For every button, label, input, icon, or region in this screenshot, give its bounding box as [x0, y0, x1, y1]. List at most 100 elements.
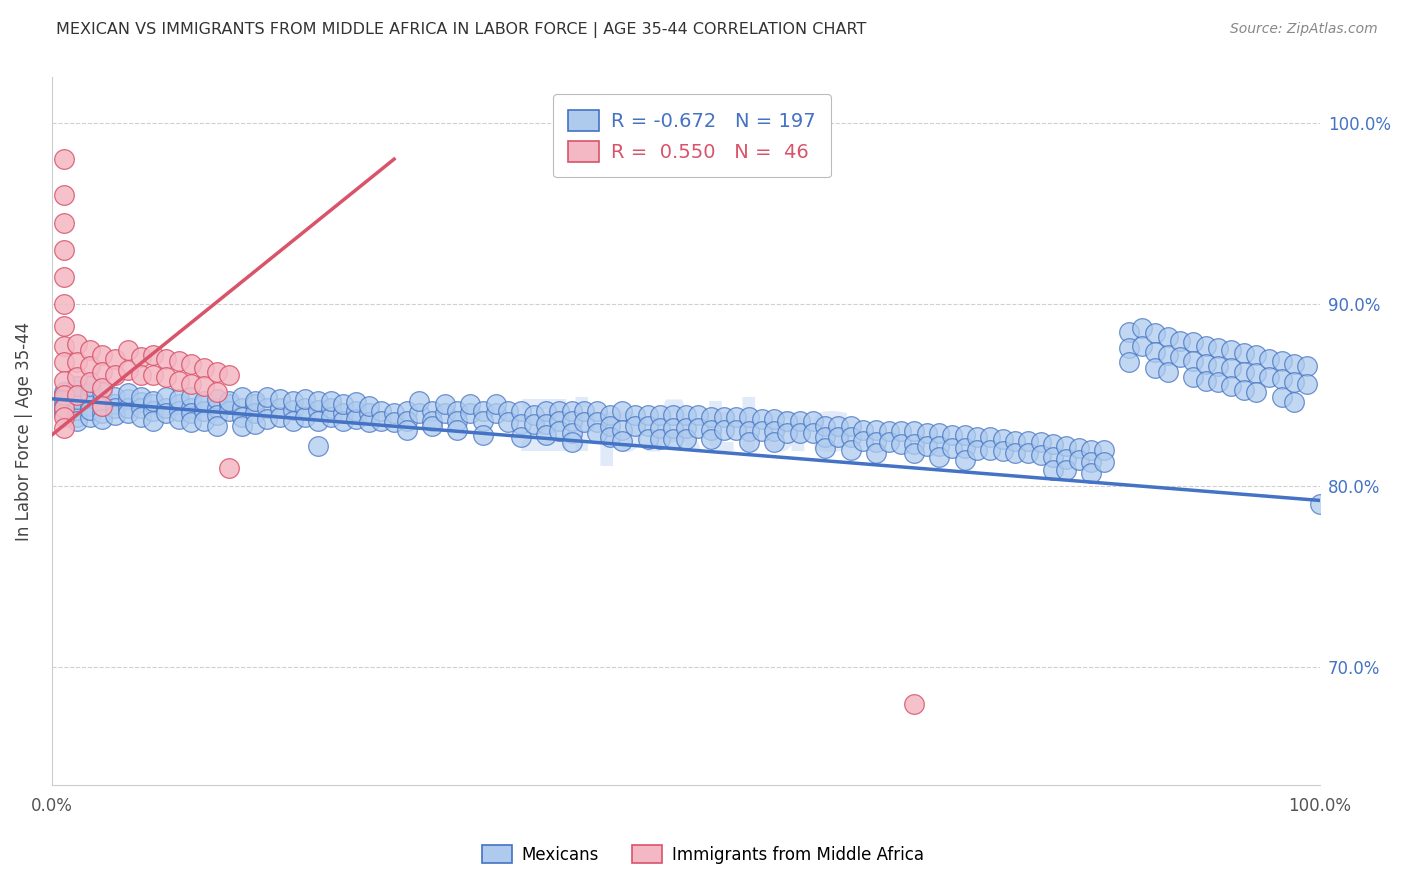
Point [827, 419, 849, 434]
Point [1181, 370, 1204, 384]
Point [167, 404, 190, 418]
Point [624, 408, 647, 422]
Point [1296, 359, 1319, 373]
Point [612, 434, 634, 448]
Point [193, 360, 215, 375]
Point [129, 368, 152, 383]
Point [294, 392, 316, 406]
Point [1130, 321, 1153, 335]
Point [1246, 384, 1268, 399]
Point [801, 413, 824, 427]
Point [1271, 372, 1294, 386]
Point [1156, 365, 1178, 379]
Point [903, 437, 925, 451]
Point [852, 423, 875, 437]
Point [129, 395, 152, 409]
Point [142, 404, 165, 418]
Point [382, 406, 405, 420]
Point [991, 432, 1014, 446]
Point [180, 401, 202, 415]
Point [1067, 441, 1090, 455]
Point [509, 404, 531, 418]
Point [129, 409, 152, 424]
Point [915, 426, 938, 441]
Point [1206, 376, 1229, 390]
Point [801, 426, 824, 441]
Point [1092, 455, 1115, 469]
Point [218, 397, 240, 411]
Text: ZipAtlas: ZipAtlas [517, 397, 853, 466]
Point [53, 406, 76, 420]
Point [79, 386, 101, 401]
Point [1004, 446, 1026, 460]
Point [382, 416, 405, 430]
Point [53, 152, 76, 166]
Point [738, 425, 761, 439]
Point [231, 390, 253, 404]
Point [713, 423, 735, 437]
Point [66, 370, 89, 384]
Point [205, 419, 228, 434]
Point [281, 402, 304, 417]
Point [1181, 353, 1204, 368]
Point [637, 419, 659, 434]
Point [79, 376, 101, 390]
Point [91, 406, 114, 420]
Point [637, 408, 659, 422]
Point [446, 423, 468, 437]
Point [1042, 450, 1064, 464]
Point [700, 423, 723, 437]
Point [700, 432, 723, 446]
Point [650, 432, 672, 446]
Point [675, 432, 697, 446]
Point [53, 384, 76, 399]
Point [205, 392, 228, 406]
Point [1219, 360, 1241, 375]
Point [420, 419, 443, 434]
Point [104, 401, 127, 415]
Point [979, 430, 1001, 444]
Point [471, 404, 494, 418]
Point [53, 188, 76, 202]
Point [344, 404, 367, 418]
Point [1219, 379, 1241, 393]
Point [1042, 437, 1064, 451]
Point [193, 397, 215, 411]
Point [155, 406, 177, 420]
Point [104, 351, 127, 366]
Point [1143, 360, 1166, 375]
Point [357, 416, 380, 430]
Point [231, 409, 253, 424]
Point [79, 390, 101, 404]
Point [142, 397, 165, 411]
Point [66, 399, 89, 413]
Point [675, 421, 697, 435]
Point [725, 409, 748, 424]
Point [1284, 376, 1306, 390]
Point [53, 297, 76, 311]
Point [1029, 448, 1052, 462]
Point [599, 419, 621, 434]
Point [193, 393, 215, 408]
Point [1246, 367, 1268, 381]
Point [205, 365, 228, 379]
Point [53, 409, 76, 424]
Point [117, 392, 139, 406]
Point [180, 390, 202, 404]
Point [395, 404, 418, 418]
Point [155, 370, 177, 384]
Point [941, 428, 963, 442]
Point [1143, 344, 1166, 359]
Point [1118, 341, 1140, 355]
Point [91, 365, 114, 379]
Point [1232, 365, 1254, 379]
Point [319, 401, 342, 415]
Point [307, 439, 329, 453]
Point [1219, 343, 1241, 357]
Point [599, 408, 621, 422]
Point [142, 348, 165, 362]
Point [471, 428, 494, 442]
Point [1017, 434, 1039, 448]
Point [966, 430, 988, 444]
Point [281, 393, 304, 408]
